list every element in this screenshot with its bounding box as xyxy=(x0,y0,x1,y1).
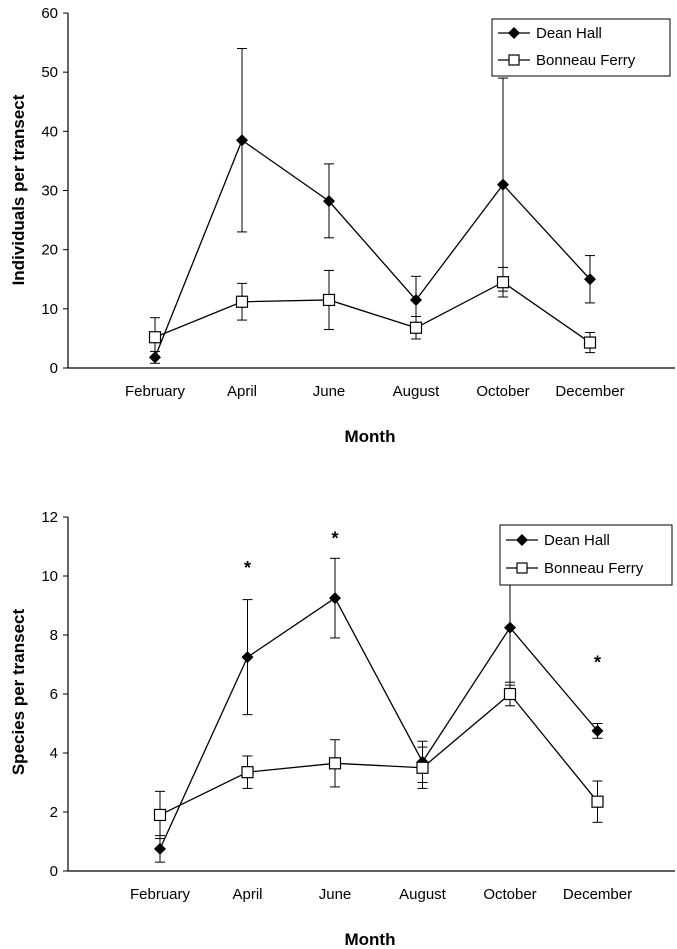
series-dean-hall xyxy=(149,48,596,364)
data-point xyxy=(149,351,161,364)
data-point xyxy=(328,757,342,770)
species-chart: Species per transect Month Dean Hall Bon… xyxy=(9,509,675,949)
x-tick-label: April xyxy=(227,383,257,400)
x-tick-label: April xyxy=(232,886,262,903)
y-tick-label: 6 xyxy=(50,686,58,703)
series-line xyxy=(159,693,599,816)
series-line xyxy=(159,597,598,850)
data-point xyxy=(416,761,429,774)
x-tick-label: February xyxy=(125,383,186,400)
data-point xyxy=(410,293,422,306)
y-tick-label: 0 xyxy=(50,863,58,880)
series-bonneau-ferry xyxy=(148,266,597,357)
data-point xyxy=(148,331,162,344)
legend-marker-bonneau-ferry xyxy=(508,54,520,66)
significance-marker: * xyxy=(594,653,601,673)
data-point xyxy=(409,321,423,334)
data-point xyxy=(584,273,596,286)
x-tick-label: February xyxy=(130,886,191,903)
data-point xyxy=(504,621,516,634)
x-tick-label: October xyxy=(476,383,529,400)
y-tick-label: 0 xyxy=(50,360,58,377)
legend-label-dean-hall: Dean Hall xyxy=(536,25,602,42)
series-line xyxy=(154,139,591,358)
y-tick-label: 30 xyxy=(41,183,58,200)
y-tick-label: 10 xyxy=(41,301,58,318)
y-tick-label: 10 xyxy=(41,568,58,585)
y-tick-label: 20 xyxy=(41,242,58,259)
data-point xyxy=(241,766,254,779)
data-point xyxy=(323,195,335,208)
individuals-chart: Individuals per transect Month Dean Hall… xyxy=(9,5,675,446)
x-tick-label: August xyxy=(393,383,441,400)
data-point xyxy=(236,134,248,147)
x-tick-label: October xyxy=(483,886,536,903)
x-tick-label: August xyxy=(399,886,447,903)
data-point xyxy=(154,842,166,855)
significance-marker: * xyxy=(244,558,251,578)
y-axis-title: Individuals per transect xyxy=(9,94,28,285)
data-point xyxy=(322,293,336,307)
legend: Dean Hall Bonneau Ferry xyxy=(491,18,671,77)
data-point xyxy=(235,295,249,308)
y-tick-label: 8 xyxy=(50,627,58,644)
data-point xyxy=(241,651,254,664)
y-tick-label: 50 xyxy=(41,64,58,81)
y-tick-label: 2 xyxy=(50,804,58,821)
data-point xyxy=(591,724,604,737)
legend-box xyxy=(499,524,673,586)
legend-marker-bonneau-ferry xyxy=(516,562,528,574)
y-axis-title: Species per transect xyxy=(9,609,28,776)
x-tick-label: December xyxy=(555,383,624,400)
series-line xyxy=(154,281,591,344)
y-tick-label: 12 xyxy=(41,509,58,526)
legend-marker-dean-hall xyxy=(516,534,528,546)
legend: Dean Hall Bonneau Ferry xyxy=(499,524,673,586)
x-tick-label: June xyxy=(319,886,352,903)
y-tick-label: 60 xyxy=(41,5,58,22)
data-point xyxy=(497,178,509,191)
x-tick-label: June xyxy=(313,383,346,400)
x-tick-label: December xyxy=(563,886,632,903)
data-point xyxy=(503,687,517,701)
series-bonneau-ferry xyxy=(153,681,604,840)
significance-marker: * xyxy=(331,529,338,549)
legend-label-bonneau-ferry: Bonneau Ferry xyxy=(544,560,644,577)
data-point xyxy=(329,592,341,605)
data-point xyxy=(591,795,604,808)
series-dean-hall xyxy=(154,557,604,863)
legend-marker-dean-hall xyxy=(508,27,520,39)
x-axis-title: Month xyxy=(345,930,396,949)
x-axis-title: Month xyxy=(345,427,396,446)
y-tick-label: 40 xyxy=(41,123,58,140)
data-point xyxy=(496,276,510,289)
data-point xyxy=(583,336,597,349)
data-point xyxy=(153,808,167,822)
y-tick-label: 4 xyxy=(50,745,58,762)
legend-label-dean-hall: Dean Hall xyxy=(544,532,610,549)
legend-label-bonneau-ferry: Bonneau Ferry xyxy=(536,52,636,69)
legend-box xyxy=(491,18,671,77)
